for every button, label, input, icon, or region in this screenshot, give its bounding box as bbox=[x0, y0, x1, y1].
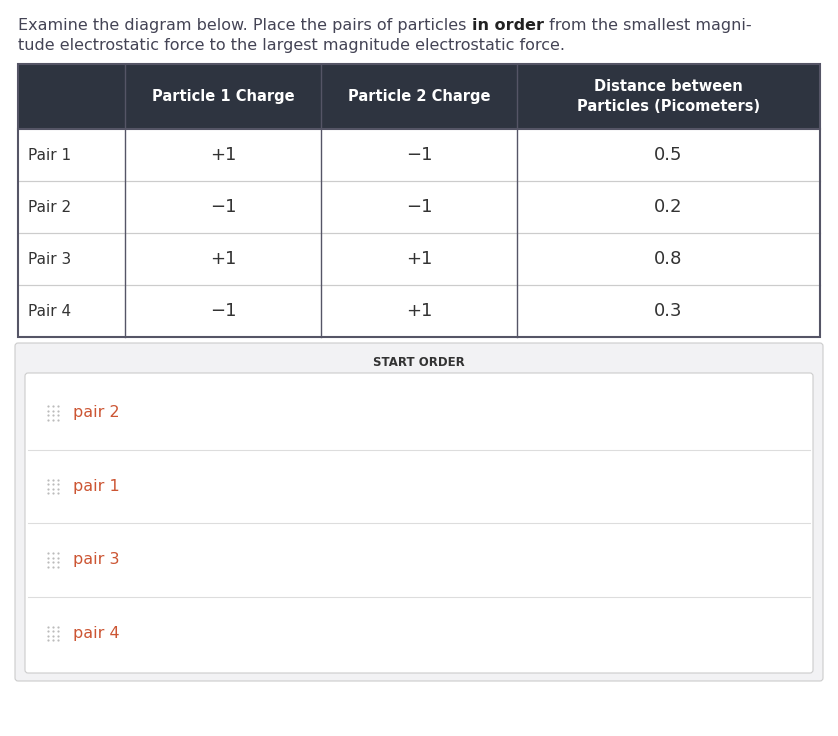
Text: pair 4: pair 4 bbox=[73, 626, 120, 641]
Text: Pair 1: Pair 1 bbox=[28, 147, 71, 163]
Text: +1: +1 bbox=[210, 250, 236, 268]
Text: pair 1: pair 1 bbox=[73, 478, 120, 494]
Text: +1: +1 bbox=[406, 302, 432, 320]
Bar bbox=[18, 64, 820, 337]
Text: pair 3: pair 3 bbox=[73, 552, 120, 567]
Text: −1: −1 bbox=[406, 198, 432, 216]
Text: 0.2: 0.2 bbox=[654, 198, 683, 216]
Bar bbox=[18, 64, 820, 337]
Text: Particle 2 Charge: Particle 2 Charge bbox=[348, 89, 490, 104]
Text: 0.8: 0.8 bbox=[654, 250, 683, 268]
Text: 0.5: 0.5 bbox=[654, 146, 683, 164]
Text: −1: −1 bbox=[210, 302, 236, 320]
Text: +1: +1 bbox=[210, 146, 236, 164]
Text: Examine the diagram below. Place the pairs of particles: Examine the diagram below. Place the pai… bbox=[18, 18, 472, 33]
Text: pair 2: pair 2 bbox=[73, 406, 120, 420]
Text: tude electrostatic force to the largest magnitude electrostatic force.: tude electrostatic force to the largest … bbox=[18, 38, 565, 53]
Text: Particle 1 Charge: Particle 1 Charge bbox=[152, 89, 294, 104]
Bar bbox=[18, 64, 820, 129]
Text: from the smallest magni-: from the smallest magni- bbox=[544, 18, 751, 33]
FancyBboxPatch shape bbox=[25, 373, 813, 673]
Text: in order: in order bbox=[472, 18, 544, 33]
Text: 0.3: 0.3 bbox=[654, 302, 683, 320]
Text: −1: −1 bbox=[406, 146, 432, 164]
FancyBboxPatch shape bbox=[15, 343, 823, 681]
Text: Distance between
Particles (Picometers): Distance between Particles (Picometers) bbox=[577, 79, 760, 114]
Text: Pair 3: Pair 3 bbox=[28, 252, 71, 266]
Text: Pair 2: Pair 2 bbox=[28, 199, 71, 214]
Text: +1: +1 bbox=[406, 250, 432, 268]
Text: −1: −1 bbox=[210, 198, 236, 216]
Text: Pair 4: Pair 4 bbox=[28, 303, 71, 319]
Text: START ORDER: START ORDER bbox=[373, 355, 465, 369]
